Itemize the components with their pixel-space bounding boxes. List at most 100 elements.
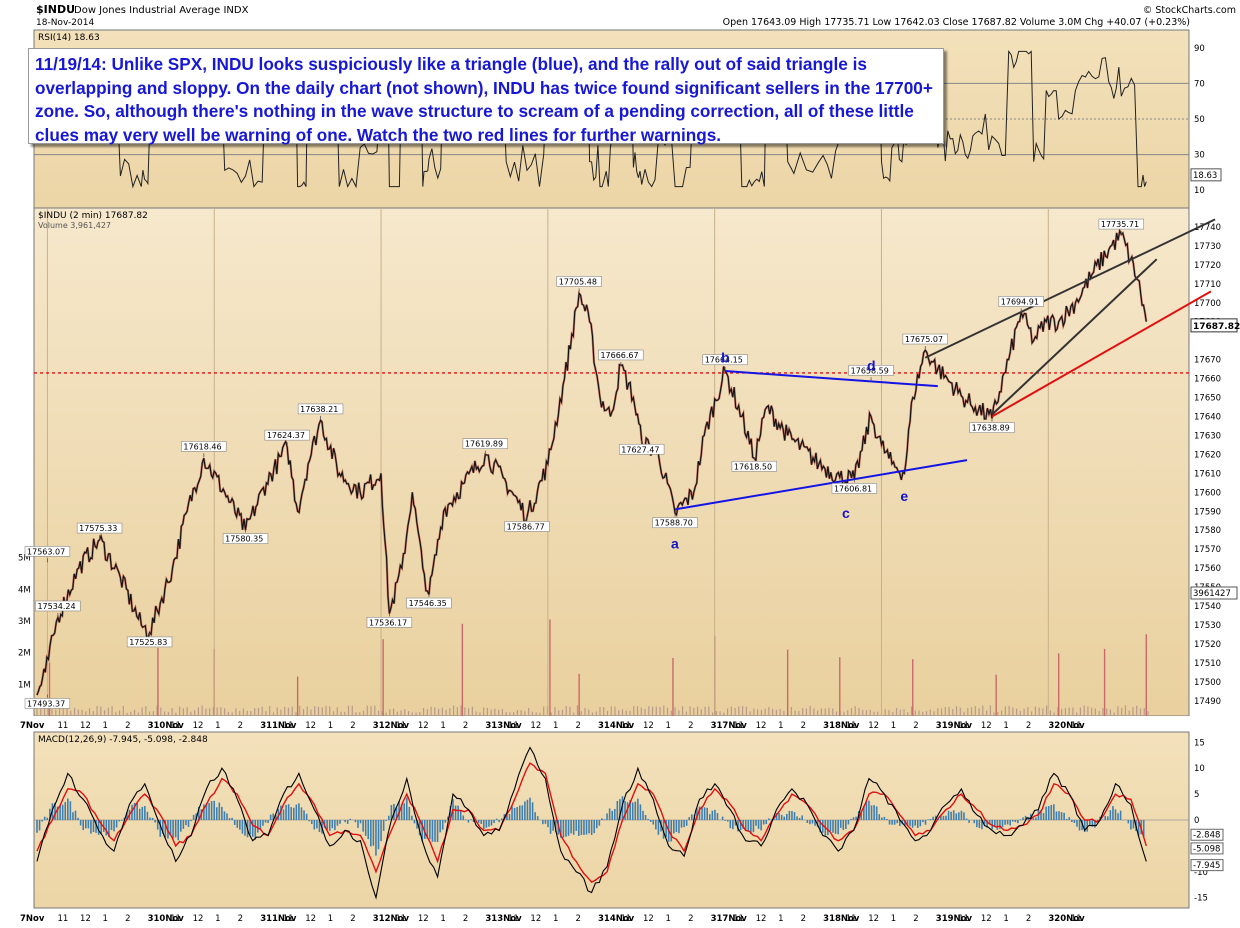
- last-price-value: 17687.82: [1193, 322, 1240, 332]
- xaxis-tick-label: 12: [80, 721, 91, 731]
- wave-label: a: [671, 536, 679, 552]
- price-ytick-label: 17660: [1194, 375, 1221, 385]
- xaxis-tick-label: 2: [688, 914, 693, 924]
- xaxis-tick-label: 311Nov: [260, 914, 297, 924]
- xaxis-tick-label: 11: [1071, 721, 1082, 731]
- rsi-ytick-label: 90: [1194, 44, 1205, 54]
- price-label: 17666.67: [600, 351, 638, 360]
- price-ytick-label: 17630: [1194, 431, 1221, 441]
- price-label: 17606.81: [834, 484, 872, 493]
- xaxis-tick-label: 1: [1003, 721, 1008, 731]
- trendline: [725, 370, 938, 388]
- price-label-box: [264, 429, 310, 441]
- xaxis-tick-label: 1: [1003, 914, 1008, 924]
- xaxis-tick-label: 2: [575, 914, 580, 924]
- xaxis-tick-label: 12: [981, 721, 992, 731]
- xaxis-tick-label: 1: [103, 721, 108, 731]
- xaxis-tick-label: 11: [283, 914, 294, 924]
- price-label: 17618.46: [183, 442, 221, 451]
- price-panel-bg: [33, 207, 1190, 717]
- xaxis-tick-label: 11: [958, 721, 969, 731]
- macd-ytick-label: -10: [1194, 868, 1208, 878]
- price-label: 17694.91: [1001, 297, 1039, 306]
- price-label-box: [366, 617, 413, 628]
- price-ytick-label: 17520: [1194, 640, 1221, 650]
- xaxis-tick-label: 12: [193, 721, 204, 731]
- xaxis-tick-label: 2: [463, 914, 468, 924]
- price-ytick-label: 17510: [1194, 659, 1221, 669]
- xaxis-tick-label: 11: [58, 914, 69, 924]
- price-ytick-label: 17570: [1194, 545, 1221, 555]
- xaxis-tick-label: 11: [395, 914, 406, 924]
- price-label-box: [1098, 218, 1144, 230]
- price-label: 17705.48: [559, 277, 597, 286]
- price-ytick-label: 17620: [1194, 450, 1221, 460]
- xaxis-tick-label: 2: [238, 721, 243, 731]
- price-label: 17536.17: [369, 618, 407, 627]
- volume-tick-label: 4M: [18, 585, 31, 595]
- price-label-box: [831, 483, 878, 494]
- price-ytick-label: 17500: [1194, 678, 1221, 688]
- price-label-box: [731, 460, 777, 472]
- xaxis-tick-label: 11: [958, 914, 969, 924]
- macd-signal-line: [36, 762, 1147, 883]
- price-label-box: [24, 546, 71, 557]
- xaxis-tick-label: 2: [913, 914, 918, 924]
- xaxis-tick-label: 12: [643, 721, 654, 731]
- macd-ytick-label: 10: [1194, 764, 1205, 774]
- xaxis-tick-label: 11: [846, 914, 857, 924]
- xaxis-tick-label: 1: [440, 914, 445, 924]
- price-label-box: [24, 698, 71, 709]
- xaxis-tick-label: 2: [350, 914, 355, 924]
- trendline: [924, 218, 1216, 359]
- price-label-box: [76, 522, 123, 534]
- xaxis-tick-label: 12: [530, 721, 541, 731]
- xaxis-tick-label: 7Nov: [20, 914, 45, 924]
- xaxis-tick-label: 314Nov: [598, 721, 635, 731]
- xaxis-tick-label: 2: [801, 914, 806, 924]
- price-ytick-label: 17640: [1194, 413, 1221, 423]
- price-ytick-label: 17600: [1194, 488, 1221, 498]
- price-ytick-label: 17650: [1194, 394, 1221, 404]
- rsi-ytick-label: 30: [1194, 151, 1205, 161]
- volume-tick-label: 1M: [18, 680, 31, 690]
- macd-value-box: [1190, 842, 1224, 855]
- price-label: 17627.47: [621, 445, 659, 454]
- volume-tick-label: 2M: [18, 649, 31, 659]
- price-label: 17575.33: [79, 524, 117, 533]
- xaxis-tick-label: 2: [801, 721, 806, 731]
- xaxis-tick-label: 1: [215, 721, 220, 731]
- price-label-box: [35, 600, 81, 612]
- xaxis-tick-label: 11: [395, 721, 406, 731]
- xaxis-tick-label: 12: [643, 914, 654, 924]
- xaxis-tick-label: 1: [891, 721, 896, 731]
- price-ytick-label: 17590: [1194, 507, 1221, 517]
- price-label: 17563.07: [27, 547, 65, 556]
- volume-tick-label: 3M: [18, 617, 31, 627]
- price-label: 17586.77: [507, 522, 545, 531]
- rsi-last-value: 18.63: [1193, 171, 1217, 181]
- price-ytick-label: 17740: [1194, 223, 1221, 233]
- xaxis-tick-label: 1: [440, 721, 445, 731]
- price-label: 17735.71: [1101, 220, 1139, 229]
- xaxis-tick-label: 2: [575, 721, 580, 731]
- xaxis-tick-label: 12: [80, 914, 91, 924]
- xaxis-tick-label: 311Nov: [260, 721, 297, 731]
- xaxis-tick-label: 12: [868, 721, 879, 731]
- xaxis-tick-label: 12: [530, 914, 541, 924]
- price-ytick-label: 17670: [1194, 356, 1221, 366]
- xaxis-tick-label: 317Nov: [711, 914, 748, 924]
- xaxis-tick-label: 310Nov: [148, 914, 185, 924]
- xaxis-tick-label: 2: [463, 721, 468, 731]
- rsi-last-value-box: [1190, 168, 1222, 182]
- macd-ytick-label: 15: [1194, 738, 1205, 748]
- price-label-box: [181, 441, 227, 452]
- xaxis-tick-label: 12: [305, 721, 316, 731]
- xaxis-tick-label: 12: [868, 914, 879, 924]
- xaxis-tick-label: 1: [666, 721, 671, 731]
- chart-date: 18-Nov-2014: [36, 18, 94, 28]
- price-label-box: [618, 443, 665, 455]
- volume-tick-label: 5M: [18, 554, 31, 564]
- price-label-box: [848, 364, 894, 376]
- price-label-box: [222, 533, 269, 544]
